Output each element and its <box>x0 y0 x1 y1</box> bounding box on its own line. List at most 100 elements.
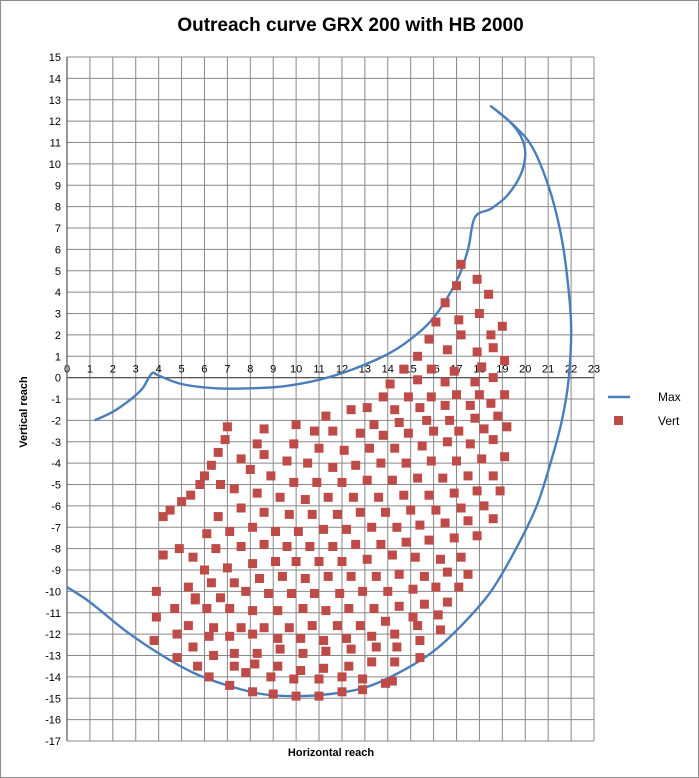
data-point <box>415 403 425 413</box>
data-point <box>287 589 296 598</box>
data-point <box>342 524 351 534</box>
data-point <box>387 550 397 560</box>
data-point <box>390 657 400 667</box>
y-tick-label: -5 <box>51 480 61 492</box>
data-point <box>211 544 221 554</box>
data-point <box>225 631 235 641</box>
y-tick-label: 2 <box>55 330 61 342</box>
data-point <box>463 471 473 481</box>
data-point <box>355 621 365 631</box>
data-point <box>188 642 198 652</box>
data-point <box>426 392 436 402</box>
data-point <box>452 281 461 291</box>
data-point <box>312 477 322 487</box>
data-point <box>401 537 411 547</box>
data-point <box>390 405 400 415</box>
data-point <box>319 524 329 534</box>
data-point <box>436 554 445 564</box>
y-tick-label: -4 <box>51 458 61 470</box>
data-point <box>323 492 333 502</box>
data-point <box>415 520 425 530</box>
data-point <box>440 518 450 528</box>
data-point <box>229 578 239 588</box>
data-point <box>264 589 274 598</box>
data-point <box>440 377 450 387</box>
data-point <box>202 529 212 539</box>
data-point <box>456 503 466 513</box>
data-point <box>463 516 473 526</box>
data-point <box>378 430 388 440</box>
data-point <box>225 527 235 536</box>
data-point <box>394 601 404 611</box>
data-point <box>275 644 285 654</box>
data-point <box>337 687 347 697</box>
data-point <box>362 554 372 564</box>
data-point <box>188 552 198 562</box>
data-point <box>268 689 278 699</box>
data-point <box>303 458 313 468</box>
data-point <box>314 443 324 453</box>
data-point <box>172 653 182 663</box>
data-point <box>365 443 374 453</box>
data-point <box>332 621 342 631</box>
legend-swatch-vert <box>614 416 623 425</box>
data-point <box>348 492 358 502</box>
data-point <box>449 488 459 498</box>
data-point <box>472 486 482 496</box>
data-point <box>381 616 390 626</box>
data-point <box>339 445 349 455</box>
data-point <box>442 597 452 607</box>
data-point <box>454 582 464 592</box>
data-point <box>236 503 246 513</box>
data-point <box>381 678 390 688</box>
x-tick-labels: 01234567891011121314151617181920212223 <box>64 364 600 376</box>
data-point <box>387 475 397 485</box>
x-tick-label: 6 <box>201 364 207 376</box>
data-point <box>252 488 262 498</box>
data-point <box>328 426 338 436</box>
data-point <box>183 621 193 631</box>
data-point <box>477 454 487 464</box>
data-point <box>390 629 400 639</box>
data-point <box>488 514 498 524</box>
data-point <box>358 674 368 684</box>
data-point <box>209 651 219 660</box>
y-tick-label: -7 <box>51 522 61 534</box>
data-point <box>392 522 402 532</box>
data-point <box>429 426 439 436</box>
data-point <box>259 507 269 517</box>
x-tick-label: 19 <box>496 364 508 376</box>
data-point <box>300 574 310 583</box>
data-point <box>271 557 280 566</box>
data-point <box>273 661 283 671</box>
data-point <box>497 321 507 331</box>
data-point <box>236 542 246 551</box>
data-point <box>314 674 324 684</box>
data-point <box>410 552 420 562</box>
y-tick-label: 15 <box>49 52 61 64</box>
data-point <box>454 426 464 436</box>
data-point <box>296 666 306 675</box>
data-point <box>266 672 276 682</box>
data-point <box>202 604 212 613</box>
data-point <box>424 535 434 545</box>
data-point <box>289 674 299 684</box>
data-point <box>495 486 505 496</box>
legend-label-max: Max <box>658 390 681 404</box>
data-point <box>241 586 251 596</box>
data-point <box>401 458 411 468</box>
x-tick-label: 7 <box>224 364 230 376</box>
data-point <box>248 629 258 639</box>
data-point <box>236 454 246 464</box>
y-tick-label: -17 <box>45 736 61 748</box>
data-point <box>266 471 276 481</box>
data-point <box>438 473 448 483</box>
x-tick-label: 5 <box>179 364 185 376</box>
data-point <box>351 539 361 549</box>
data-point <box>149 636 159 645</box>
data-point <box>399 364 409 374</box>
data-point <box>300 495 310 504</box>
data-point <box>195 480 205 489</box>
data-point <box>200 471 209 481</box>
data-point <box>355 507 365 517</box>
